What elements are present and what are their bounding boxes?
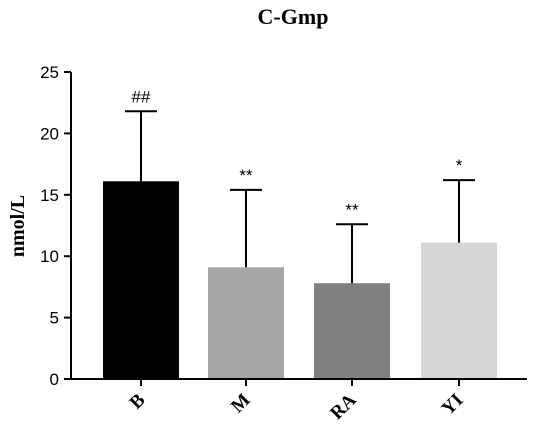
- y-tick-label: 25: [40, 63, 59, 82]
- y-axis-label: nmol/L: [7, 195, 29, 257]
- bar-m: [208, 267, 284, 379]
- significance-label-b: ##: [132, 87, 151, 106]
- significance-label-m: **: [239, 166, 253, 185]
- y-tick-label: 15: [40, 186, 59, 205]
- y-tick-label: 20: [40, 124, 59, 143]
- significance-label-yi: *: [456, 156, 463, 175]
- x-tick-label-m: M: [227, 390, 255, 418]
- x-tick-label-b: B: [126, 389, 150, 413]
- chart-title: C-Gmp: [258, 4, 329, 29]
- y-tick-label: 10: [40, 247, 59, 266]
- bar-ra: [314, 283, 390, 379]
- x-tick-label-ra: RA: [326, 389, 360, 423]
- significance-label-ra: **: [345, 200, 359, 219]
- y-tick-label: 5: [50, 309, 59, 328]
- bar-yi: [421, 242, 497, 379]
- y-tick-label: 0: [50, 370, 59, 389]
- bar-b: [103, 181, 179, 379]
- x-tick-label-yi: YI: [438, 390, 468, 420]
